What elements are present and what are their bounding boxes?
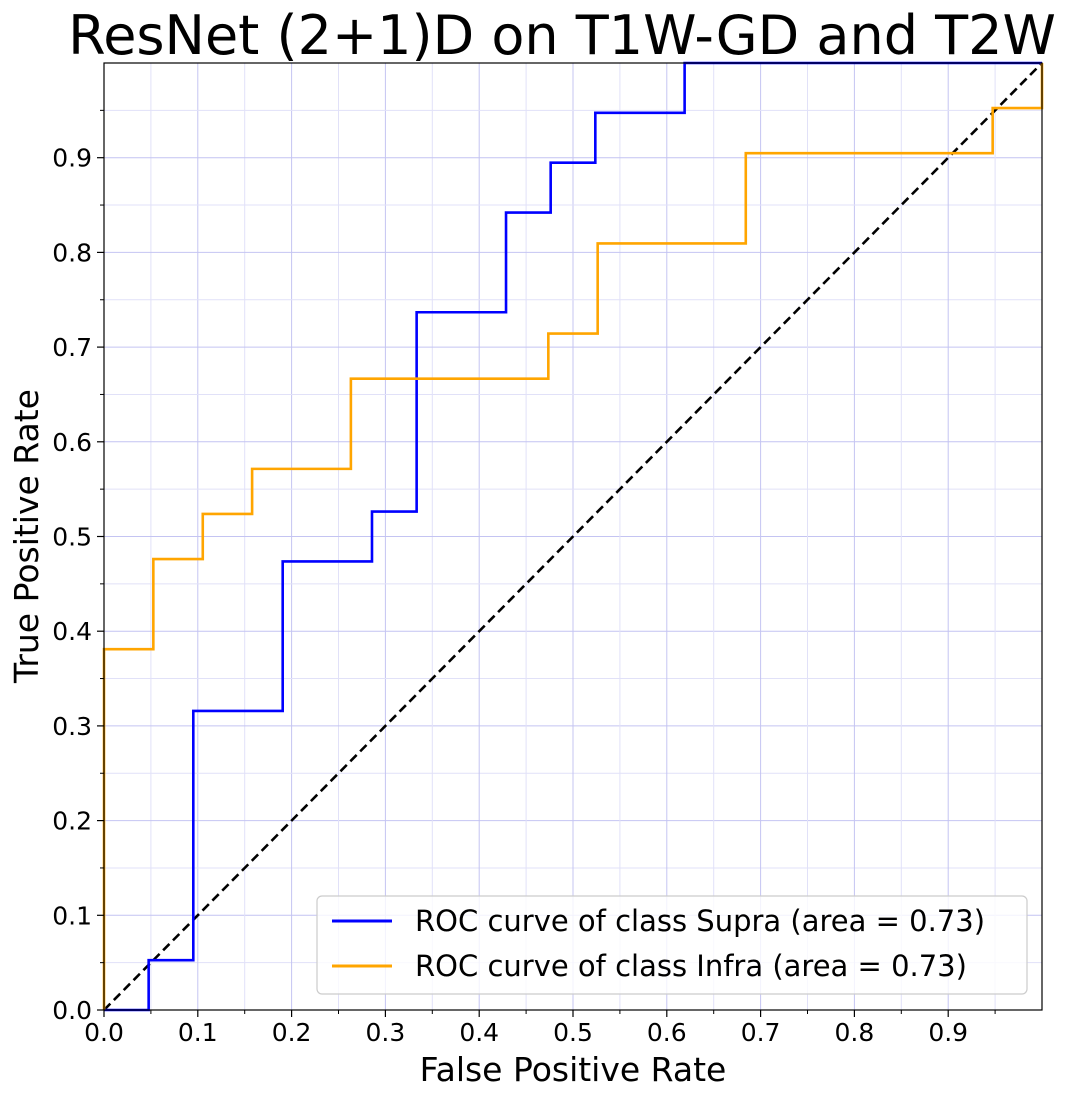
grid [104, 63, 1042, 1010]
y-tick-label: 0.1 [52, 901, 92, 930]
series-line-infra [102, 63, 1044, 1010]
reference-diagonal-line [103, 62, 1043, 1011]
x-tick-label: 0.7 [741, 1018, 781, 1047]
x-tick-label: 0.2 [272, 1018, 312, 1047]
y-tick-label: 0.3 [52, 712, 92, 741]
x-tick-label: 0.0 [84, 1018, 124, 1047]
x-tick-label: 0.1 [178, 1018, 218, 1047]
legend-label-supra: ROC curve of class Supra (area = 0.73) [415, 904, 985, 938]
legend-label-infra: ROC curve of class Infra (area = 0.73) [415, 949, 967, 983]
y-tick-label: 0.9 [52, 144, 92, 173]
legend-frame [316, 895, 1028, 995]
y-tick-label: 0.8 [52, 238, 92, 267]
chart-title: ResNet (2+1)D on T1W-GD and T2W [68, 4, 1056, 67]
x-tick-label: 0.3 [366, 1018, 406, 1047]
reference-line-layer [103, 62, 1043, 1011]
y-tick-label: 0.4 [52, 617, 92, 646]
x-tick-label: 0.4 [459, 1018, 499, 1047]
x-tick-label: 0.9 [928, 1018, 968, 1047]
x-tick-label: 0.5 [553, 1018, 593, 1047]
series-line-supra [104, 61, 1042, 1012]
y-tick-label: 0.0 [52, 996, 92, 1025]
y-tick-label: 0.7 [52, 333, 92, 362]
legend: ROC curve of class Supra (area = 0.73) R… [316, 895, 1028, 995]
ticks: 0.0 0.1 0.2 0.3 0.4 0.5 0.6 0.7 0.8 0.9 0.0 0.1 0.2 0… [52, 109, 996, 1047]
y-tick-label: 0.5 [52, 523, 92, 552]
series-layer [102, 61, 1044, 1012]
y-axis-label: True Positive Rate [7, 389, 46, 684]
x-tick-label: 0.6 [647, 1018, 687, 1047]
x-axis-label: False Positive Rate [420, 1050, 727, 1089]
y-tick-label: 0.6 [52, 428, 92, 457]
y-tick-label: 0.2 [52, 807, 92, 836]
x-tick-label: 0.8 [835, 1018, 875, 1047]
